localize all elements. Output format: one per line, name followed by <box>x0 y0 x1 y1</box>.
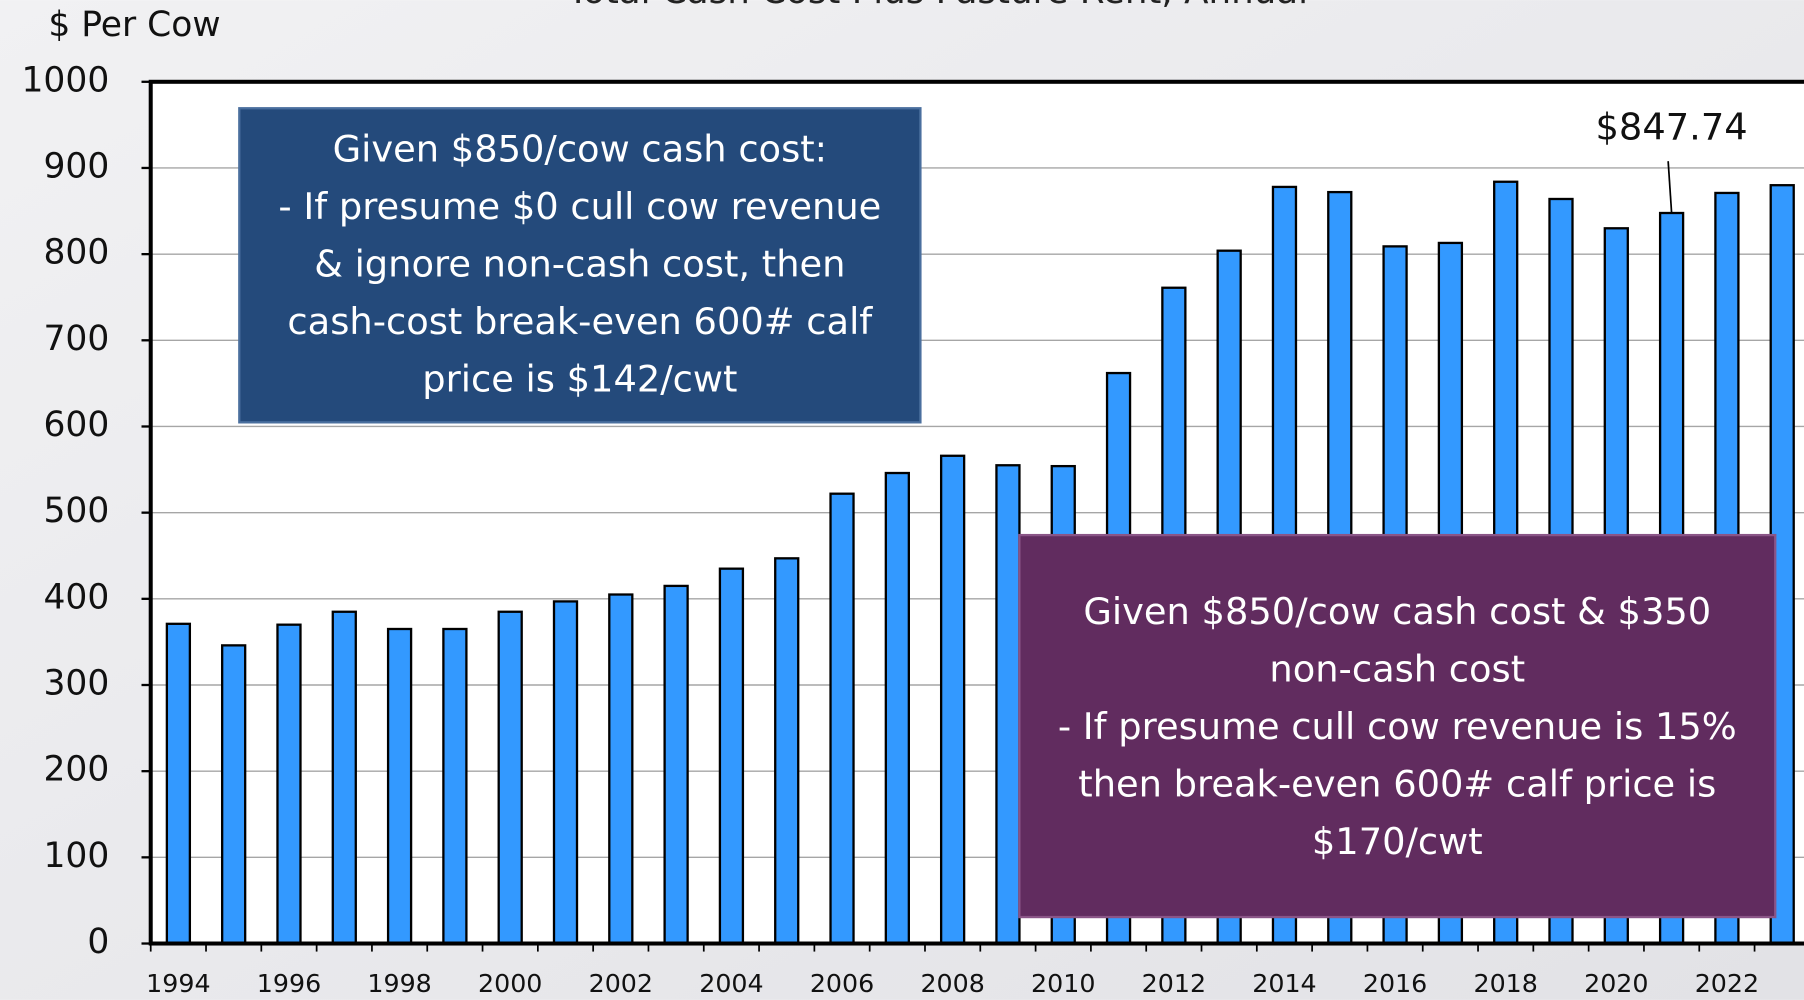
bar <box>165 622 192 945</box>
y-tick-label: 400 <box>43 577 109 617</box>
bar <box>331 610 357 945</box>
x-tick-label: 2006 <box>810 969 874 998</box>
x-tick-label: 2022 <box>1695 969 1759 998</box>
y-tick-label: 100 <box>43 836 109 876</box>
annotation-text: then break-even 600# calf price is <box>1078 762 1716 805</box>
x-tick-label: 2004 <box>699 969 763 998</box>
bar <box>939 454 966 945</box>
annotation-box <box>238 107 922 424</box>
bar <box>608 593 634 945</box>
bar <box>995 464 1021 945</box>
value-label-leader <box>1667 161 1673 214</box>
y-tick-label: 700 <box>43 319 109 359</box>
bar <box>884 471 910 945</box>
chart-title: Total Cash Cost Plus Pasture Rent, Annua… <box>566 0 1308 12</box>
annotation-box <box>1018 533 1777 919</box>
x-tick-label: 2010 <box>1031 969 1095 998</box>
bar <box>663 584 689 945</box>
annotation-text: Given $850/cow cash cost: <box>333 127 827 170</box>
bar <box>552 600 579 945</box>
bar <box>718 567 745 945</box>
x-tick-label: 2008 <box>920 969 984 998</box>
annotation-text: price is $142/cwt <box>422 357 737 400</box>
y-axis-label: $ Per Cow <box>48 5 220 45</box>
y-tick-label: 300 <box>43 664 109 704</box>
y-tick-label: 0 <box>87 922 109 962</box>
annotation-text: & ignore non-cash cost, then <box>314 242 845 285</box>
annotation-text: $170/cwt <box>1312 820 1483 863</box>
y-tick-label: 900 <box>43 146 109 186</box>
annotation-text: - If presume cull cow revenue is 15% <box>1058 705 1737 748</box>
bar <box>774 557 800 945</box>
bar <box>829 492 855 945</box>
y-tick-label: 200 <box>43 750 109 790</box>
x-tick-label: 1994 <box>146 969 210 998</box>
value-label: $847.74 <box>1596 106 1748 149</box>
x-tick-label: 2018 <box>1473 969 1537 998</box>
bar <box>386 627 413 945</box>
x-tick-label: 2012 <box>1142 969 1206 998</box>
annotation-text: cash-cost break-even 600# calf <box>287 300 873 343</box>
x-tick-label: 1998 <box>367 969 431 998</box>
x-tick-label: 1996 <box>257 969 321 998</box>
bar <box>442 627 468 945</box>
annotation-text: Given $850/cow cash cost & $350 <box>1083 590 1711 633</box>
bar <box>497 610 523 945</box>
x-tick-label: 2014 <box>1252 969 1316 998</box>
bar <box>221 644 247 945</box>
bar <box>276 623 302 945</box>
y-tick-label: 1000 <box>21 60 109 100</box>
y-tick-label: 500 <box>43 491 109 531</box>
x-tick-label: 2016 <box>1363 969 1427 998</box>
annotation-text: non-cash cost <box>1269 647 1525 690</box>
x-tick-label: 2002 <box>589 969 653 998</box>
y-tick-label: 600 <box>43 405 109 445</box>
plot-frame <box>148 79 1804 946</box>
y-tick-label: 800 <box>43 233 109 273</box>
x-tick-label: 2000 <box>478 969 542 998</box>
annotation-text: - If presume $0 cull cow revenue <box>278 185 881 228</box>
x-tick-label: 2020 <box>1584 969 1648 998</box>
